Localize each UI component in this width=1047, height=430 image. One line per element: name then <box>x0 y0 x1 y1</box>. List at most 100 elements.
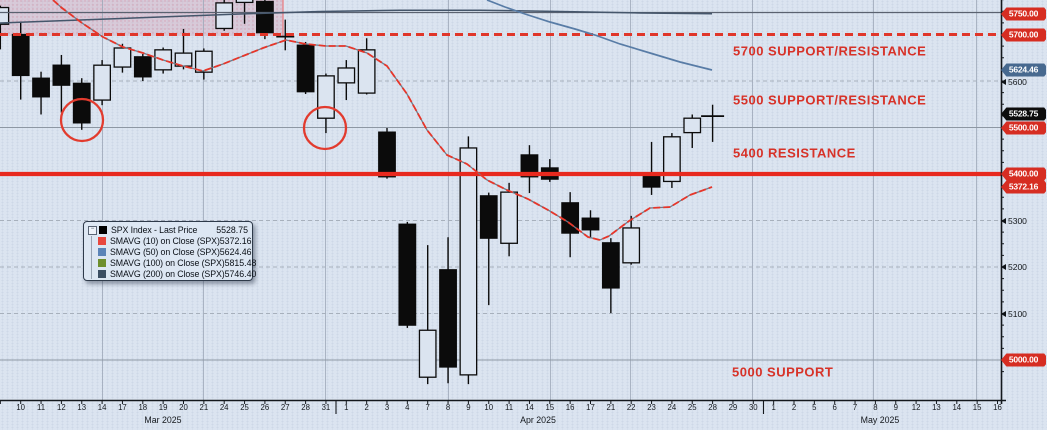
candle-up <box>418 329 437 378</box>
candle-down <box>296 44 315 93</box>
candle-down <box>642 175 661 188</box>
price-tick-arrow <box>1001 79 1006 85</box>
date-label: 25 <box>240 403 249 412</box>
sma-10-line <box>52 0 713 241</box>
date-label: 5 <box>812 403 817 412</box>
date-label: 30 <box>748 403 758 412</box>
date-label: 13 <box>932 403 941 412</box>
legend-row: SMAVG (100) on Close (SPX) 5815.48 <box>88 257 256 269</box>
candle-up <box>337 67 356 84</box>
date-label: 12 <box>57 403 66 412</box>
candle-down <box>520 154 539 178</box>
candle-up <box>113 47 132 68</box>
legend-collapse-icon[interactable]: − <box>88 225 97 235</box>
price-badge-5400.00: 5400.00 <box>1001 167 1046 181</box>
date-label: 10 <box>484 403 494 412</box>
date-label: 12 <box>911 403 921 412</box>
candle-down <box>72 82 91 124</box>
date-label: 28 <box>708 403 717 412</box>
date-label: 17 <box>586 403 595 412</box>
candle-down <box>601 242 620 289</box>
price-badge-5500.00: 5500.00 <box>1001 121 1046 135</box>
legend-tree-connector <box>91 246 101 258</box>
date-label: 24 <box>667 403 677 412</box>
legend-series-value: 5624.46 <box>219 246 252 257</box>
date-label: 14 <box>97 403 107 412</box>
legend-color-chip <box>99 226 107 235</box>
date-label: 8 <box>873 403 878 412</box>
price-badge-5000.00: 5000.00 <box>1001 353 1046 367</box>
legend-color-chip <box>98 247 106 256</box>
candle-up <box>683 117 702 134</box>
date-label: 14 <box>525 403 534 412</box>
date-label: 1 <box>344 403 349 412</box>
date-label: 9 <box>466 403 471 412</box>
legend-tree-connector <box>91 257 101 269</box>
date-label: 24 <box>219 403 229 412</box>
price-label-5300: 5300 <box>1008 216 1027 226</box>
month-label-apr: Apr 2025 <box>520 415 556 425</box>
candle-down <box>255 0 274 34</box>
date-label: 7 <box>852 403 858 412</box>
candle-up <box>317 75 335 119</box>
date-label: 20 <box>179 403 188 412</box>
price-tick-arrow <box>1001 264 1006 270</box>
candle-up <box>215 2 234 30</box>
price-tick-arrow <box>1001 311 1006 317</box>
candle-down <box>32 77 50 98</box>
date-label: 2 <box>791 403 797 412</box>
date-label: 22 <box>626 403 636 412</box>
candle-up <box>500 191 519 244</box>
date-label: 18 <box>138 403 148 412</box>
legend-color-chip <box>98 269 106 278</box>
date-label: 1 <box>771 403 776 412</box>
legend-series-value: 5528.75 <box>216 225 248 236</box>
date-label: 19 <box>158 403 168 412</box>
candle-up <box>0 6 10 25</box>
legend-row: SMAVG (50) on Close (SPX) 5624.46 <box>88 246 252 258</box>
month-label-may: May 2025 <box>860 415 900 425</box>
date-label: 16 <box>565 403 575 412</box>
date-label: 8 <box>445 403 451 412</box>
annotation-5500: 5500 SUPPORT/RESISTANCE <box>733 92 927 108</box>
candle-up <box>194 50 213 73</box>
month-label-mar: Mar 2025 <box>144 415 182 425</box>
candle-up <box>93 64 111 101</box>
date-label: 7 <box>425 403 430 412</box>
annotation-5400: 5400 RESISTANCE <box>733 145 856 161</box>
candle-down <box>439 269 457 368</box>
date-label: 15 <box>545 403 555 412</box>
price-badge-5624.46: 5624.46 <box>1001 63 1046 77</box>
candle-down <box>11 33 30 77</box>
highlight-circle <box>302 105 348 151</box>
date-label: 26 <box>260 403 270 412</box>
candle-down <box>52 64 71 86</box>
legend[interactable]: − SPX Index - Last Price 5528.75 SMAVG (10)… <box>83 221 256 281</box>
candle-up <box>235 0 254 4</box>
legend-row: − SPX Index - Last Price 5528.75 <box>88 225 248 236</box>
price-badge-5750.00: 5750.00 <box>1001 7 1046 21</box>
candle-up <box>622 227 641 264</box>
date-label: 11 <box>505 403 514 412</box>
date-label: 29 <box>728 403 738 412</box>
candle-up <box>459 147 478 376</box>
date-label: 6 <box>832 403 837 412</box>
sma-50-line <box>486 0 713 71</box>
date-label: 9 <box>893 403 898 412</box>
candle-down <box>133 56 152 78</box>
price-label-5200: 5200 <box>1008 262 1027 272</box>
price-label-5600: 5600 <box>1008 77 1027 87</box>
date-label: 11 <box>37 403 46 412</box>
legend-series-value: 5746.40 <box>224 268 257 279</box>
price-badge-5528.75: 5528.75 <box>1001 107 1046 121</box>
price-badge-5700.00: 5700.00 <box>1001 28 1046 42</box>
date-label: 17 <box>118 403 127 412</box>
date-label: 27 <box>280 403 290 412</box>
sma-200-line <box>0 9 713 24</box>
date-label: 31 <box>321 403 331 412</box>
date-label: 15 <box>972 403 982 412</box>
date-label: 21 <box>199 403 209 412</box>
legend-color-chip <box>98 258 106 267</box>
